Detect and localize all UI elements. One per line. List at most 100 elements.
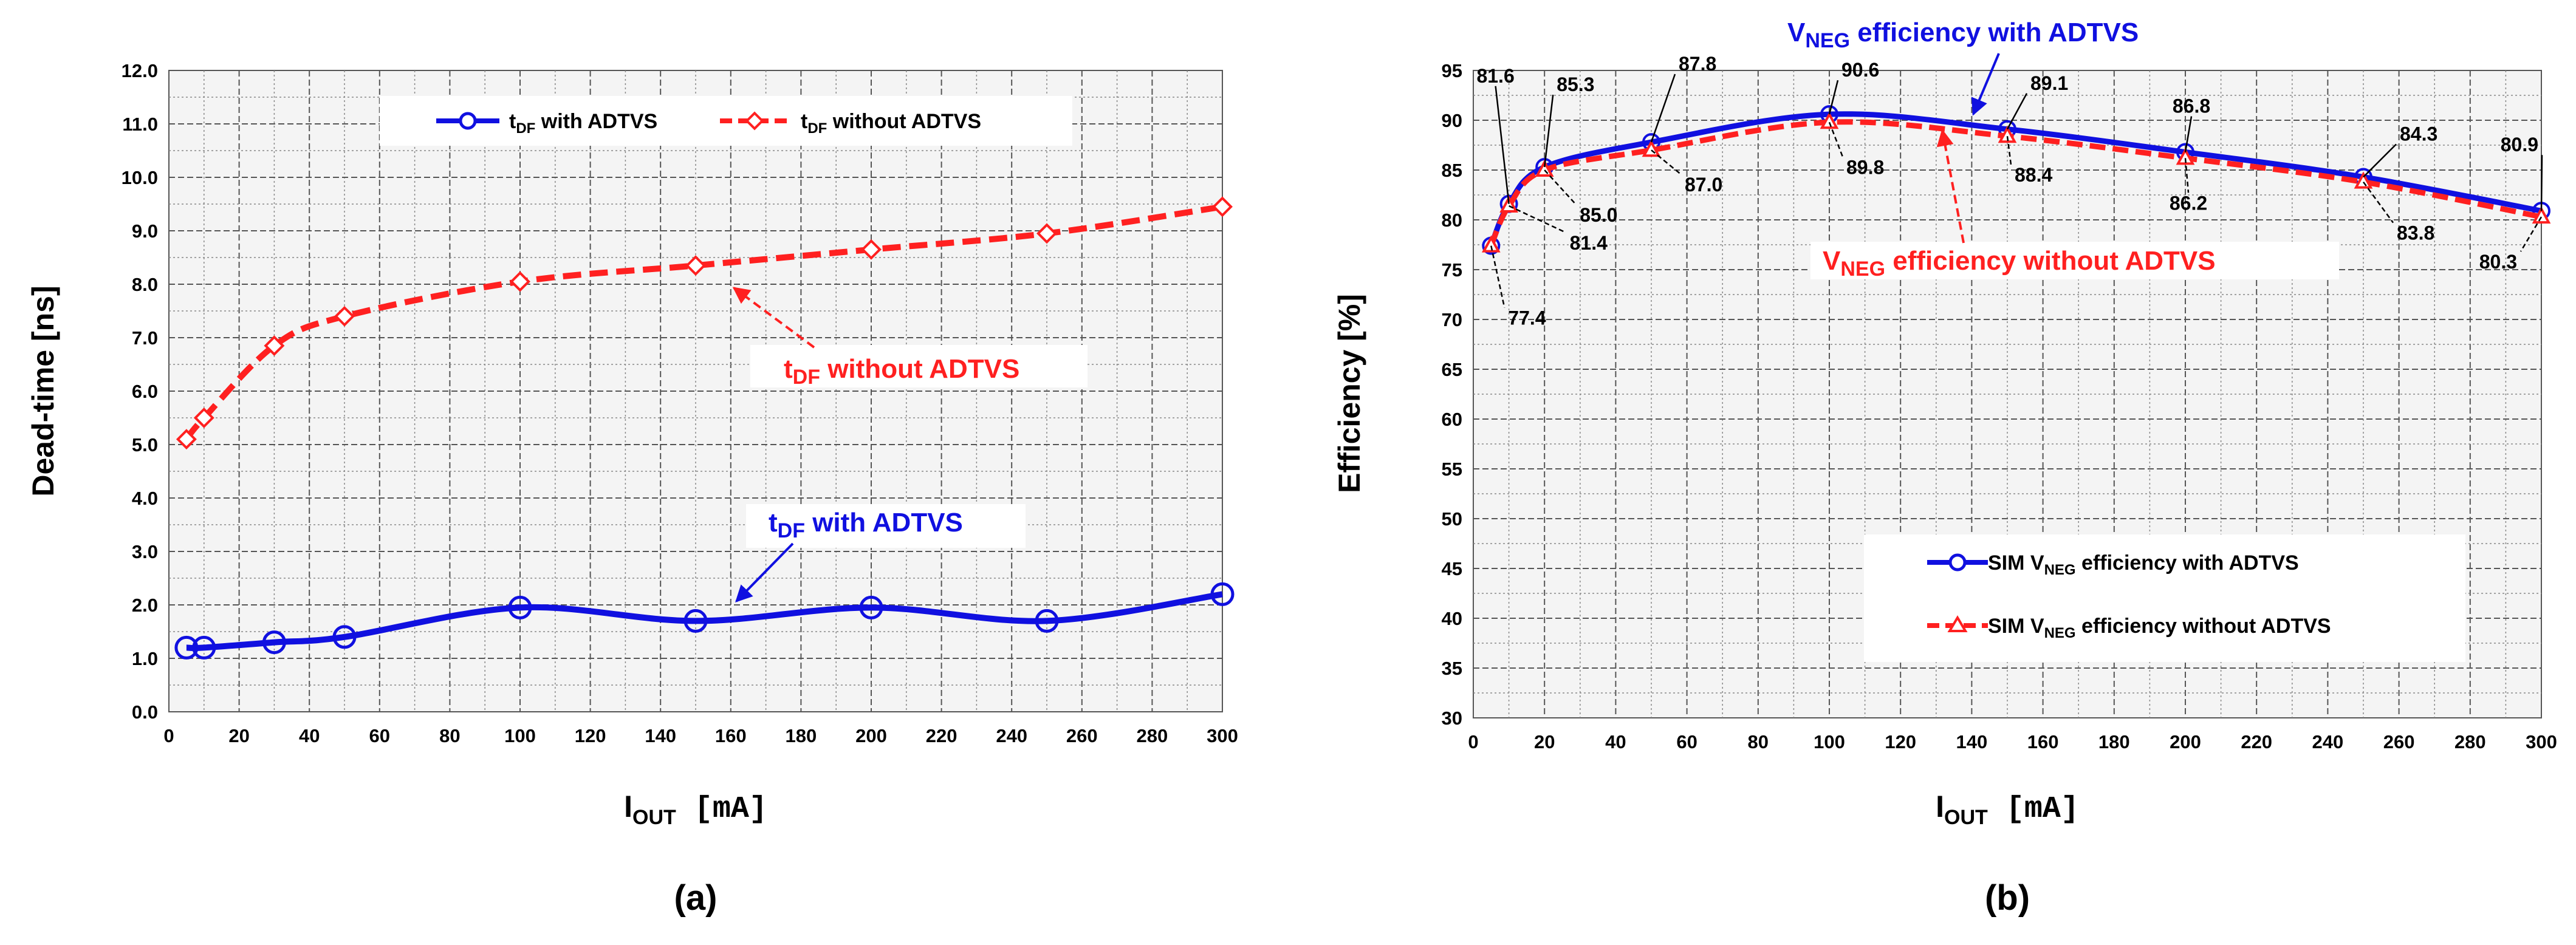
x-tick-label-a: 180 (786, 725, 817, 746)
y-tick-label-a: 11.0 (122, 114, 158, 135)
data-point-b-red (2532, 206, 2551, 224)
legend-b-box (1864, 534, 2465, 662)
x-tick-label-b: 220 (2241, 731, 2272, 752)
legend-a-blue-label: tDF with ADTVS (509, 110, 657, 137)
data-point-a-red (334, 305, 355, 327)
data-point-b-red (2354, 171, 2373, 189)
data-label-b-blue: 87.8 (1679, 53, 1716, 75)
caption-a: (a) (674, 878, 718, 918)
annotation-b-blue: VNEG efficiency with ADTVS (1787, 18, 2139, 52)
annotation-a-red-arrow (732, 287, 815, 349)
annotation-b-blue-bg (1756, 12, 2327, 56)
leader-line-b-red (2362, 181, 2394, 223)
chart-a: 0 20 40 60 80 100 120 140 160 180 200 220 240 260 280 3… (26, 60, 1238, 918)
x-tick-label-b: 80 (1748, 731, 1769, 752)
data-point-b-red (1820, 112, 1839, 129)
y-tick-label-b: 90 (1442, 110, 1462, 131)
leader-line-b-blue (2540, 155, 2543, 211)
leader-line-b-blue (1828, 80, 1839, 115)
data-point-a-blue (174, 635, 199, 660)
legend-b: SIM VNEG efficiency with ADTVS SIM VNEG … (1864, 534, 2465, 662)
data-label-b-blue: 81.6 (1476, 65, 1514, 87)
data-point-a-red (1036, 223, 1057, 244)
leader-line-b-blue (1495, 86, 1510, 204)
leader-line-b-blue (1650, 73, 1676, 143)
data-point-b-red (1998, 126, 2017, 143)
legend-b-blue-marker (1948, 553, 1967, 571)
leader-line-b-red (1490, 245, 1506, 308)
data-label-b-red: 88.4 (2015, 164, 2052, 186)
data-point-a-red (685, 255, 706, 276)
x-tick-label-a: 60 (369, 725, 390, 746)
y-tick-label-a: 8.0 (132, 274, 158, 295)
x-tick-label-b: 260 (2383, 731, 2415, 752)
legend-b-red-label: SIM VNEG efficiency without ADTVS (1988, 615, 2331, 641)
x-tick-label-a: 200 (855, 725, 887, 746)
data-label-b-red: 85.0 (1580, 204, 1617, 226)
x-tick-label-b: 160 (2027, 731, 2059, 752)
leader-line-b-blue (1543, 94, 1554, 168)
y-tick-label-a: 12.0 (122, 60, 158, 81)
x-tick-label-a: 220 (926, 725, 957, 746)
x-tick-label-a: 40 (299, 725, 320, 746)
leader-line-b-red (1828, 121, 1844, 157)
ticks-b: 0 20 40 60 80 100 120 140 160 180 200 220 240 260 280 3… (1442, 60, 2557, 752)
annotation-b-blue-arrow (1971, 53, 2000, 116)
annotation-a-blue-arrow (735, 542, 794, 603)
x-tick-label-a: 0 (163, 725, 174, 746)
x-tick-label-b: 280 (2454, 731, 2486, 752)
annotation-a-red: tDF without ADTVS (784, 354, 1019, 389)
data-label-b-red: 86.2 (2170, 192, 2207, 214)
y-tick-label-a: 5.0 (132, 434, 158, 455)
data-label-b-blue: 86.8 (2173, 95, 2210, 117)
legend-b-blue-label: SIM VNEG efficiency with ADTVS (1988, 551, 2299, 578)
data-label-b-red: 77.4 (1508, 307, 1546, 329)
x-tick-label-b: 60 (1676, 731, 1697, 752)
data-point-b-red (2176, 148, 2195, 165)
y-axis-label-b: Efficiency [%] (1332, 294, 1366, 493)
y-tick-label-a: 9.0 (132, 220, 158, 242)
data-label-b-red: 80.3 (2479, 251, 2517, 273)
legend-a: tDF with ADTVS tDF without ADTVS (380, 96, 1072, 146)
series-line-a-blue (186, 591, 1223, 652)
x-tick-label-b: 120 (1885, 731, 1916, 752)
x-tick-label-a: 260 (1066, 725, 1098, 746)
data-point-a-red (861, 239, 882, 260)
data-label-b-blue: 90.6 (1841, 59, 1879, 81)
y-tick-label-b: 75 (1442, 259, 1462, 281)
annotation-b-red-bg (1810, 242, 2339, 279)
leader-line-b-blue (2006, 93, 2028, 130)
x-tick-label-a: 80 (439, 725, 460, 746)
y-tick-label-b: 40 (1442, 608, 1462, 629)
legend-a-red-label: tDF without ADTVS (801, 110, 981, 137)
series-a (174, 196, 1235, 660)
y-tick-label-b: 65 (1442, 359, 1462, 380)
x-tick-label-b: 40 (1605, 731, 1626, 752)
x-tick-label-b: 200 (2170, 731, 2201, 752)
y-axis-label-a: Dead-time [ns] (26, 285, 60, 496)
data-point-a-blue (192, 635, 216, 660)
data-label-b-red: 87.0 (1685, 174, 1722, 196)
leader-line-b-red (2006, 136, 2012, 165)
y-tick-label-a: 0.0 (132, 701, 158, 723)
leader-line-b-red (1509, 205, 1567, 234)
chart-b: 0 20 40 60 80 100 120 140 160 180 200 220 240 260 280 3… (1332, 12, 2557, 918)
data-point-a-blue (1035, 609, 1059, 633)
annotation-a-blue: tDF with ADTVS (769, 508, 963, 542)
data-label-b-blue: 80.9 (2501, 134, 2538, 155)
x-tick-label-b: 180 (2098, 731, 2130, 752)
leader-line-b-red (2184, 158, 2190, 193)
x-tick-label-b: 20 (1534, 731, 1555, 752)
x-axis-label-a: IOUT [mA] (624, 790, 767, 829)
y-tick-label-a: 4.0 (132, 488, 158, 509)
x-tick-label-b: 300 (2526, 731, 2557, 752)
y-tick-label-b: 70 (1442, 309, 1462, 330)
y-tick-label-b: 85 (1442, 160, 1462, 181)
y-tick-label-b: 95 (1442, 60, 1462, 81)
y-tick-label-b: 60 (1442, 409, 1462, 430)
annotation-b-red-arrow (1936, 129, 1965, 244)
data-label-b-blue: 85.3 (1557, 73, 1594, 95)
x-tick-label-a: 120 (575, 725, 606, 746)
x-tick-label-b: 100 (1814, 731, 1845, 752)
x-tick-label-a: 280 (1137, 725, 1168, 746)
